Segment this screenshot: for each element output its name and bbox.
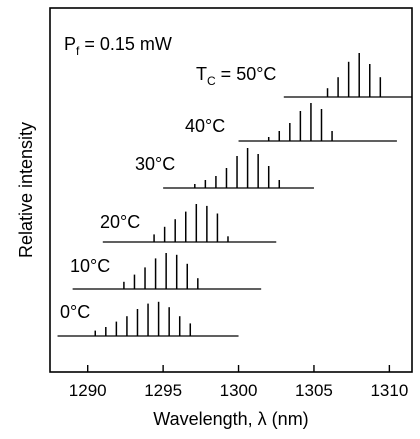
spectrum-40deg-C: 40°C (185, 103, 397, 142)
temperature-label: 10°C (70, 256, 110, 276)
x-axis-ticks (87, 365, 391, 372)
x-tick-label-1300: 1300 (220, 381, 258, 400)
plot-frame (49, 7, 413, 373)
temperature-label: 0°C (60, 302, 90, 322)
spectrum-20deg-C: 20°C (100, 204, 277, 243)
temperature-label: TC = 50°C (196, 64, 276, 88)
x-axis-label: Wavelength, λ (nm) (153, 409, 308, 429)
temperature-label: 20°C (100, 212, 140, 232)
temperature-label: 30°C (135, 154, 175, 174)
x-tick-label-1295: 1295 (144, 381, 182, 400)
x-tick-label-1305: 1305 (295, 381, 333, 400)
spectrum-0deg-C: 0°C (57, 301, 239, 337)
spectrum-30deg-C: 30°C (135, 148, 314, 189)
spectra-series: 0°C 10°C 20°C 30°C 40°C TC = 50°C (57, 53, 412, 337)
y-axis-label: Relative intensity (16, 122, 36, 258)
pump-power-note: Pf = 0.15 mW (64, 34, 172, 58)
temperature-label: 40°C (185, 116, 225, 136)
spectrum-10deg-C: 10°C (70, 253, 262, 290)
x-tick-label-1310: 1310 (370, 381, 408, 400)
spectrum-50deg-C: TC = 50°C (196, 53, 412, 98)
x-tick-label-1290: 1290 (69, 381, 107, 400)
x-axis-tick-labels: 1290 1295 1300 1305 1310 (69, 381, 408, 400)
